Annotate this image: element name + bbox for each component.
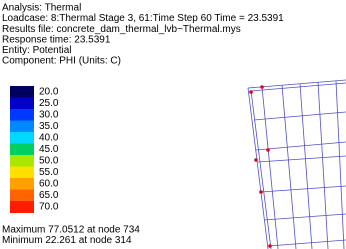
legend-swatch bbox=[10, 167, 34, 179]
footer-line: Minimum 22.261 at node 314 bbox=[2, 235, 132, 246]
legend-label: 60.0 bbox=[39, 179, 59, 190]
legend-label: 55.0 bbox=[39, 167, 59, 178]
header-line: Entity: Potential bbox=[2, 45, 71, 56]
legend-swatch bbox=[10, 121, 34, 133]
legend-label: 70.0 bbox=[39, 202, 59, 213]
legend-label: 50.0 bbox=[39, 156, 59, 167]
legend-swatch bbox=[10, 132, 34, 144]
header-line: Loadcase: 8:Thermal Stage 3, 61:Time Ste… bbox=[2, 13, 284, 24]
footer-line: Maximum 77.0512 at node 734 bbox=[2, 225, 140, 236]
legend-swatch bbox=[10, 201, 34, 213]
legend-swatch bbox=[10, 144, 34, 156]
legend-swatch bbox=[10, 98, 34, 110]
legend-swatch bbox=[10, 86, 34, 98]
legend-label: 25.0 bbox=[39, 98, 59, 109]
legend-label: 45.0 bbox=[39, 144, 59, 155]
header-line: Analysis: Thermal bbox=[2, 3, 81, 14]
mesh bbox=[248, 80, 346, 249]
header-line: Component: PHI (Units: C) bbox=[2, 56, 121, 67]
legend-label: 30.0 bbox=[39, 110, 59, 121]
legend-label: 20.0 bbox=[39, 87, 59, 98]
legend-label: 65.0 bbox=[39, 190, 59, 201]
legend-label: 40.0 bbox=[39, 133, 59, 144]
legend-swatch bbox=[10, 190, 34, 202]
legend-label: 35.0 bbox=[39, 121, 59, 132]
legend-swatch bbox=[10, 178, 34, 190]
legend-swatch bbox=[10, 109, 34, 121]
legend-swatch bbox=[10, 155, 34, 167]
result-view: Analysis: ThermalLoadcase: 8:Thermal Sta… bbox=[0, 0, 346, 249]
header-line: Response time: 23.5391 bbox=[2, 34, 111, 45]
header-line: Results file: concrete_dam_thermal_lvb~T… bbox=[2, 24, 241, 35]
